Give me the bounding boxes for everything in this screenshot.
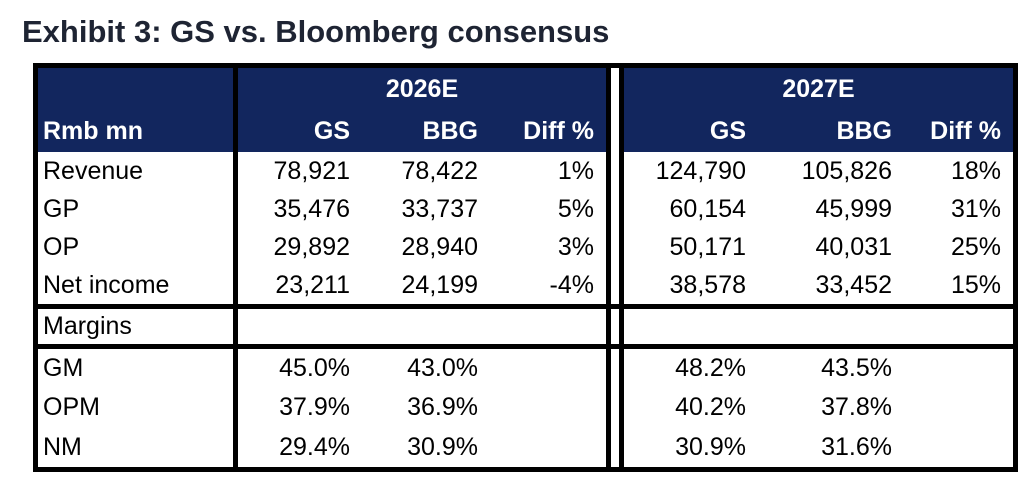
cell-nm-2027-gs: 30.9%	[675, 432, 746, 461]
group-gap	[606, 427, 624, 467]
group-gap	[606, 266, 624, 304]
header-corner-cell	[38, 68, 238, 110]
group-gap	[606, 190, 624, 228]
cell-nm-2027-diff	[902, 427, 1013, 467]
cell-op-2026-diff: 3%	[557, 232, 594, 261]
cell-opm-2027-gs: 40.2%	[675, 393, 746, 421]
cell-nm-2026-bbg: 30.9%	[407, 432, 478, 461]
cell-revenue-2027-diff: 18%	[950, 156, 1001, 185]
cell-net-income-2026-bbg: 24,199	[401, 270, 478, 299]
col-header-gs-2027: GS	[624, 110, 756, 152]
group-gap	[606, 388, 624, 427]
row-label-gp: GP	[38, 190, 238, 228]
cell-net-income-2027-gs: 38,578	[669, 270, 746, 299]
exhibit-title: Exhibit 3: GS vs. Bloomberg consensus	[22, 14, 610, 49]
cell-net-income-2027-bbg: 33,452	[815, 270, 892, 299]
cell-gm-2027-bbg: 43.5%	[821, 354, 892, 382]
cell-gp-2027-bbg: 45,999	[815, 194, 892, 223]
col-header-bbg-2026: BBG	[360, 110, 488, 152]
cell-op-2027-gs: 50,171	[669, 232, 746, 261]
margins-band-cell	[902, 304, 1013, 349]
group-gap	[606, 304, 624, 349]
col-header-gs-2026: GS	[238, 110, 360, 152]
margins-band-cell	[238, 304, 360, 349]
cell-opm-2026-bbg: 36.9%	[407, 393, 478, 421]
group-header-2027: 2027E	[624, 68, 1013, 110]
cell-revenue-2027-bbg: 105,826	[801, 156, 892, 185]
cell-gp-2026-bbg: 33,737	[401, 194, 478, 223]
group-gap	[606, 228, 624, 266]
cell-gp-2027-gs: 60,154	[669, 194, 746, 223]
cell-nm-2027-bbg: 31.6%	[821, 432, 892, 461]
unit-label: Rmb mn	[38, 110, 238, 152]
cell-net-income-2027-diff: 15%	[950, 270, 1001, 299]
cell-gm-2027-gs: 48.2%	[675, 354, 746, 382]
row-label-gm: GM	[38, 349, 238, 388]
cell-net-income-2026-diff: -4%	[549, 270, 594, 299]
cell-revenue-2026-gs: 78,921	[273, 156, 350, 185]
cell-revenue-2026-bbg: 78,422	[401, 156, 478, 185]
margins-band-cell	[360, 304, 488, 349]
col-header-bbg-2027: BBG	[756, 110, 902, 152]
cell-op-2026-gs: 29,892	[273, 232, 350, 261]
margins-section-label: Margins	[38, 304, 238, 349]
consensus-table: 2026E 2027E Rmb mn GS BBG Diff % GS BBG …	[33, 63, 1018, 472]
row-label-net-income: Net income	[38, 266, 238, 304]
cell-revenue-2026-diff: 1%	[557, 156, 594, 185]
cell-opm-2027-bbg: 37.8%	[821, 393, 892, 421]
group-gap	[606, 68, 624, 110]
cell-nm-2026-diff	[488, 427, 606, 467]
row-label-nm: NM	[38, 427, 238, 467]
cell-nm-2026-gs: 29.4%	[279, 432, 350, 461]
cell-gm-2026-diff	[488, 349, 606, 388]
cell-opm-2026-gs: 37.9%	[279, 393, 350, 421]
cell-gp-2026-diff: 5%	[557, 194, 594, 223]
cell-gm-2026-gs: 45.0%	[279, 354, 350, 382]
margins-band-cell	[756, 304, 902, 349]
cell-gp-2026-gs: 35,476	[273, 194, 350, 223]
cell-op-2027-bbg: 40,031	[815, 232, 892, 261]
group-gap	[606, 110, 624, 152]
col-header-diff-2026: Diff %	[488, 110, 606, 152]
group-gap	[606, 152, 624, 190]
cell-gp-2027-diff: 31%	[950, 194, 1001, 223]
cell-opm-2027-diff	[902, 388, 1013, 427]
col-header-diff-2027: Diff %	[902, 110, 1013, 152]
margins-band-cell	[624, 304, 756, 349]
row-label-revenue: Revenue	[38, 152, 238, 190]
group-header-2026: 2026E	[238, 68, 606, 110]
cell-net-income-2026-gs: 23,211	[275, 270, 350, 299]
cell-gm-2027-diff	[902, 349, 1013, 388]
cell-revenue-2027-gs: 124,790	[655, 156, 746, 185]
row-label-op: OP	[38, 228, 238, 266]
cell-op-2026-bbg: 28,940	[401, 232, 478, 261]
group-gap	[606, 349, 624, 388]
cell-gm-2026-bbg: 43.0%	[407, 354, 478, 382]
margins-band-cell	[488, 304, 606, 349]
cell-op-2027-diff: 25%	[950, 232, 1001, 261]
cell-opm-2026-diff	[488, 388, 606, 427]
row-label-opm: OPM	[38, 388, 238, 427]
